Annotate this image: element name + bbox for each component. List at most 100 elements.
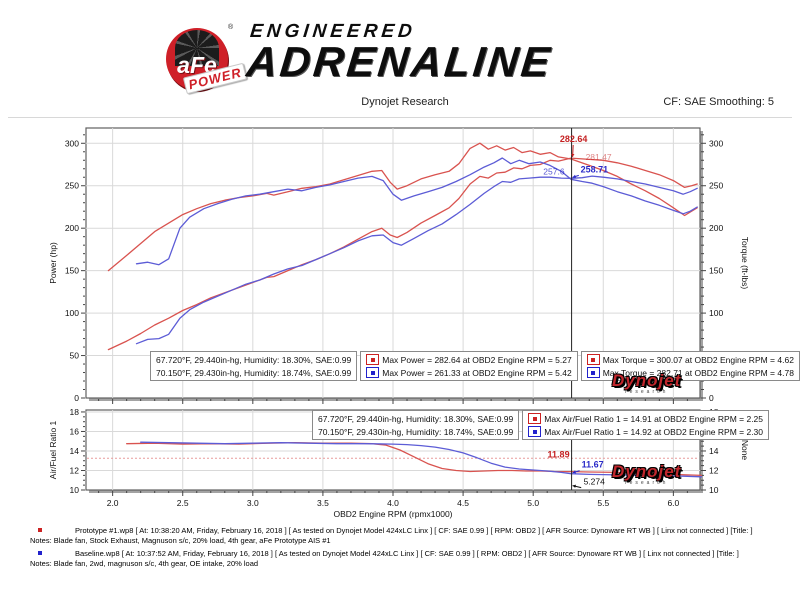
annotation-value: 282.64 — [560, 134, 588, 144]
run-footer-entry: Prototype #1.wp8 [ At: 10:38:20 AM, Frid… — [30, 526, 775, 546]
legend-box: 67.720°F, 29.440in-hg, Humidity: 18.30%,… — [312, 410, 520, 440]
dynojet-watermark-text: Dynojet — [612, 462, 682, 481]
y-tick-label-right: 100 — [709, 308, 723, 318]
swatch-dot — [370, 370, 375, 375]
x-tick-label: 4.5 — [457, 498, 469, 508]
annotation-value: 5.274 — [584, 477, 606, 487]
dynojet-watermark: Dynojet research — [612, 372, 681, 395]
legend-row: 70.150°F, 29.430in-hg, Humidity: 18.74%,… — [318, 425, 513, 438]
afe-power-logo: aFe ® POWER ENGINEERED ADRENALINE — [148, 20, 668, 98]
x-tick-label: 3.5 — [317, 498, 329, 508]
run-color-bullet-icon — [38, 528, 42, 532]
annotation-value: 257.6 — [543, 166, 565, 176]
y-tick-label-right: 12 — [709, 465, 719, 475]
y-tick-label-right: 14 — [709, 446, 719, 456]
registered-trademark-mark: ® — [228, 24, 234, 31]
y-tick-label-left: 10 — [70, 485, 80, 495]
series-swatch-icon — [528, 413, 542, 424]
legend-text: 67.720°F, 29.440in-hg, Humidity: 18.30%,… — [156, 354, 352, 365]
y-axis-title-right: Torque (ft-lbs) — [740, 237, 750, 290]
fan-aperture-icon — [175, 30, 219, 66]
run-color-bullet-icon — [38, 551, 42, 555]
legend-text: Max Power = 282.64 at OBD2 Engine RPM = … — [382, 354, 572, 365]
series-swatch-icon — [528, 426, 542, 437]
legend-box: Max Torque = 300.07 at OBD2 Engine RPM =… — [580, 351, 800, 381]
trace-prototype-1-torque-ft-lbs- — [107, 142, 698, 272]
y-tick-label-left: 14 — [70, 446, 80, 456]
y-tick-label-left: 150 — [65, 266, 79, 276]
y-tick-label-left: 100 — [65, 308, 79, 318]
y-tick-label-left: 12 — [70, 465, 80, 475]
x-tick-label: 5.0 — [527, 498, 539, 508]
swatch-dot — [591, 370, 596, 375]
y-tick-label-left: 250 — [65, 181, 79, 191]
swatch-dot — [532, 429, 537, 434]
legend-box: Max Power = 282.64 at OBD2 Engine RPM = … — [360, 351, 578, 381]
dynojet-research-label: Dynojet Research — [361, 96, 449, 108]
annotation-value: 11.67 — [582, 460, 604, 470]
y-tick-label-left: 0 — [74, 393, 79, 403]
y-tick-label-left: 18 — [70, 407, 80, 417]
legend-text: Max Power = 261.33 at OBD2 Engine RPM = … — [382, 367, 572, 378]
y-tick-label-left: 16 — [70, 426, 80, 436]
x-tick-label: 2.5 — [177, 498, 189, 508]
y-tick-label-right: 300 — [709, 138, 723, 148]
y-axis-title-left: Air/Fuel Ratio 1 — [48, 420, 58, 479]
y-tick-label-right: 250 — [709, 181, 723, 191]
series-swatch-icon — [586, 367, 600, 378]
legend-box: 67.720°F, 29.440in-hg, Humidity: 18.30%,… — [150, 351, 358, 381]
swatch-dot — [370, 357, 375, 362]
dynojet-watermark-subtext: research — [624, 480, 669, 486]
annotation-value: 11.89 — [548, 450, 570, 460]
trace-baseline-power-hp- — [135, 175, 698, 345]
run-notes: Notes: Blade fan, 2wd, magnuson s/c, 4th… — [30, 559, 259, 568]
series-swatch-icon — [366, 367, 380, 378]
trace-baseline-air-fuel-ratio-1 — [140, 441, 703, 478]
swatch-dot — [591, 357, 596, 362]
run-notes: Notes: Blade fan, Stock Exhaust, Magnuso… — [30, 536, 331, 545]
annotation-value: 281.47 — [586, 152, 612, 162]
legend-text: 67.720°F, 29.440in-hg, Humidity: 18.30%,… — [318, 413, 514, 424]
y-tick-label-right: 10 — [709, 485, 719, 495]
legend-row: Max Power = 261.33 at OBD2 Engine RPM = … — [366, 366, 572, 379]
y-tick-label-left: 200 — [65, 223, 79, 233]
y-tick-label-left: 50 — [70, 351, 80, 361]
legend-row: Max Air/Fuel Ratio 1 = 14.92 at OBD2 Eng… — [528, 425, 763, 438]
run-footer: Prototype #1.wp8 [ At: 10:38:20 AM, Frid… — [30, 526, 775, 572]
legend-row: 70.150°F, 29.430in-hg, Humidity: 18.74%,… — [156, 366, 351, 379]
dynojet-watermark-subtext: research — [624, 389, 669, 395]
x-tick-label: 2.0 — [107, 498, 119, 508]
header-divider — [8, 117, 792, 118]
legend-row: 67.720°F, 29.440in-hg, Humidity: 18.30%,… — [318, 412, 513, 425]
swatch-dot — [532, 416, 537, 421]
dynojet-watermark-text: Dynojet — [612, 371, 682, 390]
x-tick-label: 4.0 — [387, 498, 399, 508]
annotation-value: 258.71 — [581, 164, 609, 174]
legend-row: Max Torque = 282.71 at OBD2 Engine RPM =… — [586, 366, 794, 379]
x-axis-title: OBD2 Engine RPM (rpmx1000) — [333, 509, 452, 519]
legend-text: Max Air/Fuel Ratio 1 = 14.91 at OBD2 Eng… — [544, 413, 764, 424]
run-file-info: Baseline.wp8 [ At: 10:37:52 AM, Friday, … — [75, 549, 739, 558]
legend-main: 67.720°F, 29.440in-hg, Humidity: 18.30%,… — [150, 351, 800, 381]
y-tick-label-right: 0 — [709, 393, 714, 403]
x-tick-label: 5.5 — [597, 498, 609, 508]
legend-row: Max Power = 282.64 at OBD2 Engine RPM = … — [366, 353, 572, 366]
x-tick-label: 6.0 — [667, 498, 679, 508]
legend-text: Max Torque = 300.07 at OBD2 Engine RPM =… — [602, 354, 794, 365]
legend-text: 70.150°F, 29.430in-hg, Humidity: 18.74%,… — [156, 367, 352, 378]
legend-row: Max Air/Fuel Ratio 1 = 14.91 at OBD2 Eng… — [528, 412, 763, 425]
y-tick-label-right: 200 — [709, 223, 723, 233]
series-swatch-icon — [366, 354, 380, 365]
correction-smoothing-label: CF: SAE Smoothing: 5 — [663, 96, 774, 108]
legend-afr: 67.720°F, 29.440in-hg, Humidity: 18.30%,… — [312, 410, 770, 440]
legend-text: Max Air/Fuel Ratio 1 = 14.92 at OBD2 Eng… — [544, 426, 764, 437]
dynojet-watermark: Dynojet research — [612, 463, 681, 486]
run-footer-entry: Baseline.wp8 [ At: 10:37:52 AM, Friday, … — [30, 549, 775, 569]
legend-text: Max Torque = 282.71 at OBD2 Engine RPM =… — [602, 367, 794, 378]
legend-box: Max Air/Fuel Ratio 1 = 14.91 at OBD2 Eng… — [522, 410, 770, 440]
trace-baseline-torque-ft-lbs- — [135, 157, 698, 266]
series-swatch-icon — [586, 354, 600, 365]
y-tick-label-right: 150 — [709, 266, 723, 276]
